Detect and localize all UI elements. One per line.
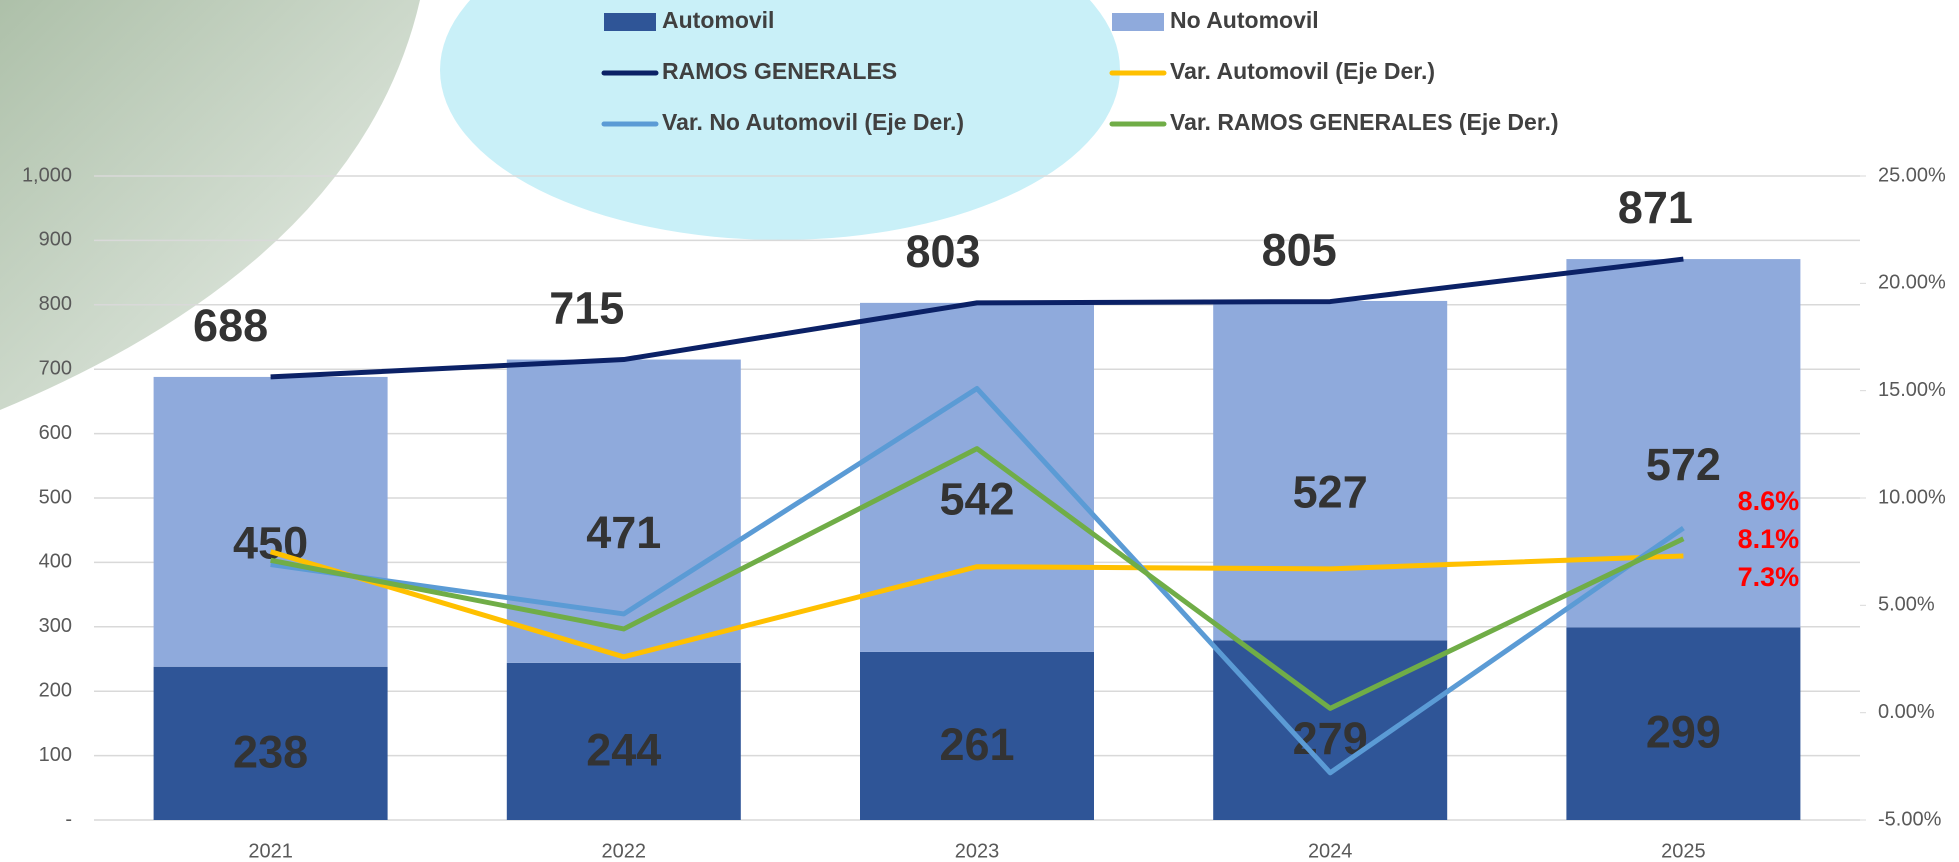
y2-tick-label: -5.00% <box>1878 808 1942 830</box>
bar-label: 238 <box>233 726 308 777</box>
y-tick-label: 300 <box>39 615 72 637</box>
bar-label: 542 <box>939 473 1014 524</box>
y2-tick-label: 15.00% <box>1878 379 1946 401</box>
line-label: 871 <box>1618 182 1693 233</box>
legend-label: Automovil <box>662 7 774 33</box>
value-label: 7.3% <box>1738 562 1800 592</box>
bar-label: 244 <box>586 724 661 775</box>
y-tick-label: 1,000 <box>22 164 72 186</box>
legend-label: Var. No Automovil (Eje Der.) <box>662 109 964 135</box>
legend-label: Var. Automovil (Eje Der.) <box>1170 58 1435 84</box>
y-tick-label: 400 <box>39 551 72 573</box>
x-tick-label: 2022 <box>602 840 647 862</box>
legend-swatch <box>604 13 656 31</box>
value-label: 8.1% <box>1738 524 1800 554</box>
x-tick-label: 2025 <box>1661 840 1706 862</box>
bar-label: 471 <box>586 507 661 558</box>
bar-label: 299 <box>1646 707 1721 758</box>
y2-tick-label: 0.00% <box>1878 701 1935 723</box>
y-tick-label: 100 <box>39 744 72 766</box>
legend-label: Var. RAMOS GENERALES (Eje Der.) <box>1170 109 1559 135</box>
y-tick-label: 600 <box>39 422 72 444</box>
y-tick-label: 900 <box>39 229 72 251</box>
line-label: 715 <box>549 282 624 333</box>
x-tick-label: 2023 <box>955 840 1000 862</box>
line-label: 805 <box>1262 224 1337 275</box>
y-tick-label: 200 <box>39 679 72 701</box>
y-tick-label: 800 <box>39 293 72 315</box>
page: - 100 200 300 400 500 600 700 800 900 1,000 -5.00% 0… <box>0 0 1959 862</box>
y-tick-label: 700 <box>39 357 72 379</box>
legend-label: RAMOS GENERALES <box>662 58 897 84</box>
line-label: 803 <box>905 226 980 277</box>
line-label: 688 <box>193 300 268 351</box>
bar-label: 527 <box>1293 467 1368 518</box>
value-label: 8.6% <box>1738 486 1800 516</box>
chart: - 100 200 300 400 500 600 700 800 900 1,000 -5.00% 0… <box>0 0 1959 862</box>
legend-label: No Automovil <box>1170 7 1319 33</box>
y-tick-label: 500 <box>39 486 72 508</box>
y2-tick-label: 20.00% <box>1878 272 1946 294</box>
y2-tick-label: 25.00% <box>1878 164 1946 186</box>
bar-label: 261 <box>939 719 1014 770</box>
y-tick-label: - <box>65 808 72 830</box>
y2-tick-label: 5.00% <box>1878 594 1935 616</box>
x-tick-label: 2021 <box>248 840 293 862</box>
legend-swatch <box>1112 13 1164 31</box>
y2-tick-label: 10.00% <box>1878 486 1946 508</box>
x-tick-label: 2024 <box>1308 840 1353 862</box>
bar-label: 572 <box>1646 439 1721 490</box>
